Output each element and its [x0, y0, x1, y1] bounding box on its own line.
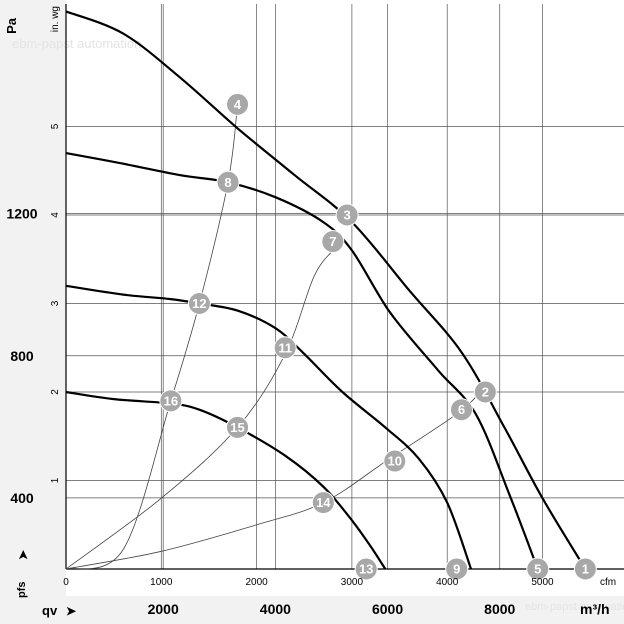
operating-point-circle — [187, 292, 211, 315]
inwg-tick-label: 3 — [50, 300, 61, 306]
system-curve-2 — [65, 250, 334, 570]
operating-point-circle — [573, 557, 597, 581]
m3h-tick-label: 4000 — [260, 601, 291, 617]
inwg-tick-label: 4 — [50, 212, 61, 218]
operating-point-8: 8 — [216, 170, 240, 194]
operating-point-label: 14 — [316, 495, 331, 510]
operating-point-label: 2 — [482, 385, 489, 400]
qv-axis-label: qv — [42, 603, 58, 618]
m3h-tick-label: 2000 — [148, 601, 179, 617]
inwg-tick-label: 1 — [50, 477, 61, 483]
operating-point-5: 5 — [526, 557, 550, 581]
operating-point-circle — [335, 203, 359, 227]
operating-point-7: 7 — [321, 230, 345, 254]
inwg-tick-label: 2 — [50, 389, 61, 395]
operating-point-circle — [445, 557, 469, 581]
operating-point-12: 12 — [187, 292, 211, 315]
watermark-top-left: ebm-papst automation — [12, 36, 141, 51]
operating-point-circle — [311, 491, 335, 515]
operating-point-circle — [449, 398, 473, 422]
operating-point-label: 1 — [582, 562, 589, 577]
m3h-axis-label: m³/h — [580, 601, 610, 617]
operating-point-label: 6 — [458, 402, 465, 417]
inwg-tick-label: 5 — [50, 123, 61, 129]
pa-tick-label: 400 — [10, 490, 34, 506]
cfm-tick-label: 5000 — [531, 577, 554, 588]
bottom-axis-band — [0, 596, 624, 624]
left-axis-band — [0, 0, 66, 596]
operating-point-14: 14 — [311, 491, 335, 515]
fan-curve-2 — [65, 152, 539, 570]
inwg-axis-label: in. wg — [50, 6, 61, 32]
operating-point-circle — [354, 557, 378, 581]
pfs-arrow-icon: ➤ — [16, 549, 30, 560]
operating-point-label: 16 — [164, 393, 178, 408]
operating-point-label: 13 — [359, 562, 373, 577]
operating-point-label: 15 — [230, 420, 244, 435]
pfs-axis-label: pfs — [16, 582, 28, 599]
operating-point-circle — [473, 380, 497, 404]
grid — [65, 4, 624, 570]
operating-point-10: 10 — [383, 449, 407, 473]
operating-point-circle — [321, 230, 345, 254]
operating-point-3: 3 — [335, 203, 359, 227]
operating-point-label: 11 — [278, 340, 292, 355]
cfm-tick-label: 1000 — [150, 577, 173, 588]
operating-point-circle — [383, 449, 407, 473]
operating-point-circle — [159, 389, 183, 413]
watermark-bottom-right: ebm-papst automation — [525, 601, 624, 613]
operating-point-1: 1 — [573, 557, 597, 581]
operating-point-circle — [273, 336, 297, 360]
m3h-tick-label: 8000 — [484, 601, 515, 617]
operating-point-2: 2 — [473, 380, 497, 404]
operating-point-label: 4 — [234, 97, 242, 112]
operating-point-11: 11 — [273, 336, 297, 360]
operating-point-label: 5 — [534, 562, 541, 577]
operating-point-label: 3 — [344, 208, 351, 223]
m3h-tick-label: 6000 — [372, 601, 403, 617]
operating-point-4: 4 — [226, 92, 250, 116]
pa-axis-label: Pa — [4, 17, 19, 34]
operating-point-circle — [226, 415, 250, 439]
operating-point-label: 10 — [388, 454, 402, 469]
cfm-tick-label: 3000 — [341, 577, 364, 588]
tick-labels: 0 1000 2000 3000 4000 50001234540080012002000… — [6, 123, 554, 617]
operating-point-16: 16 — [159, 389, 183, 413]
pa-tick-label: 800 — [10, 348, 34, 364]
fan-curve-4 — [65, 390, 387, 570]
operating-point-label: 7 — [329, 234, 336, 249]
operating-point-label: 8 — [224, 175, 231, 190]
pa-tick-label: 1200 — [6, 206, 37, 222]
cfm-tick-label: 2000 — [245, 577, 268, 588]
qv-arrow-icon: ➤ — [66, 604, 77, 618]
operating-point-6: 6 — [449, 398, 473, 422]
operating-point-circle — [526, 557, 550, 581]
operating-point-label: 12 — [192, 296, 206, 311]
operating-point-13: 13 — [354, 557, 378, 581]
fan-curve-1 — [65, 10, 587, 570]
cfm-tick-label: 4000 — [436, 577, 459, 588]
cfm-tick-label: 0 — [63, 577, 69, 588]
operating-point-9: 9 — [445, 557, 469, 581]
cfm-axis-label: cfm — [600, 577, 616, 588]
operating-point-15: 15 — [226, 415, 250, 439]
operating-point-circle — [216, 170, 240, 194]
operating-point-label: 9 — [453, 562, 460, 577]
operating-point-circle — [226, 92, 250, 116]
